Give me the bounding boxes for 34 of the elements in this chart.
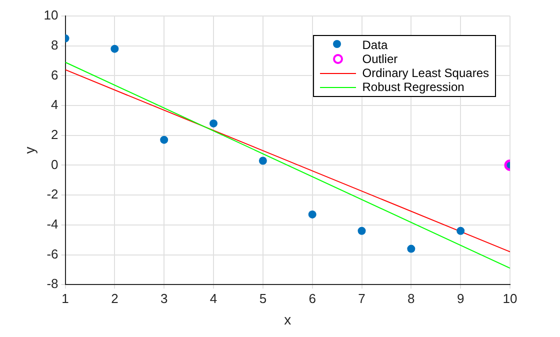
y-tick-label: -4	[46, 216, 58, 232]
point	[456, 226, 465, 235]
point	[407, 244, 416, 253]
point	[110, 44, 119, 53]
x-tick-label: 4	[210, 290, 218, 306]
x-tick-label: 5	[259, 290, 267, 306]
y-tick-label: 8	[51, 37, 58, 52]
point	[258, 156, 267, 165]
y-tick-label: -8	[46, 276, 58, 292]
x-tick-label: 7	[358, 290, 366, 306]
x-axis-title: x	[284, 311, 292, 328]
x-tick-label: 6	[308, 290, 316, 306]
point	[210, 119, 218, 128]
y-tick-label: 0	[51, 156, 58, 172]
x-tick-label: 3	[160, 290, 168, 306]
x-tick-label: 10	[502, 290, 518, 306]
legend-label: Robust Regression	[362, 80, 464, 94]
x-tick-label: 2	[111, 290, 118, 306]
y-tick-label: 10	[44, 8, 58, 23]
y-tick-label: 2	[51, 126, 58, 142]
y-axis-title: y	[21, 146, 38, 154]
point	[160, 136, 168, 144]
x-tick-label: 1	[62, 290, 69, 306]
y-tick-label: 4	[51, 97, 58, 112]
y-tick-label: -6	[46, 246, 58, 262]
y-tick-label: -2	[46, 186, 58, 202]
x-tick-label: 8	[408, 290, 415, 306]
point	[358, 226, 366, 235]
legend-label: Outlier	[362, 52, 398, 66]
legend-label: Ordinary Least Squares	[362, 66, 489, 80]
y-tick-label: 6	[51, 67, 58, 82]
point	[308, 210, 316, 218]
legend-label: Data	[362, 38, 388, 52]
x-tick-label: 9	[456, 290, 464, 306]
